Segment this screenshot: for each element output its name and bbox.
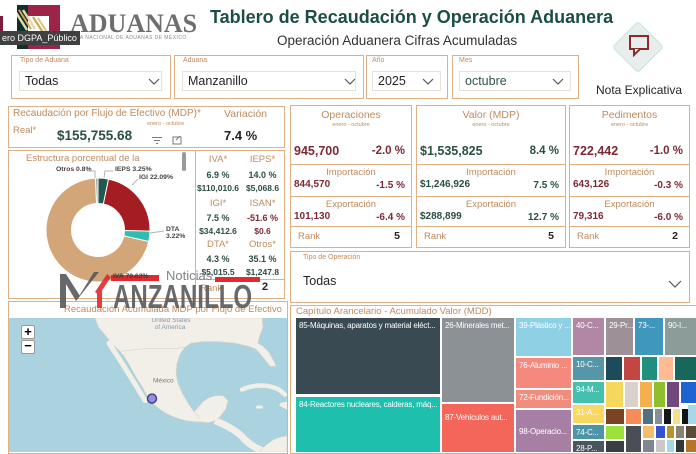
svg-text:of America: of America	[155, 324, 186, 331]
svg-text:United States: United States	[152, 318, 192, 324]
svg-text:México: México	[153, 377, 174, 384]
